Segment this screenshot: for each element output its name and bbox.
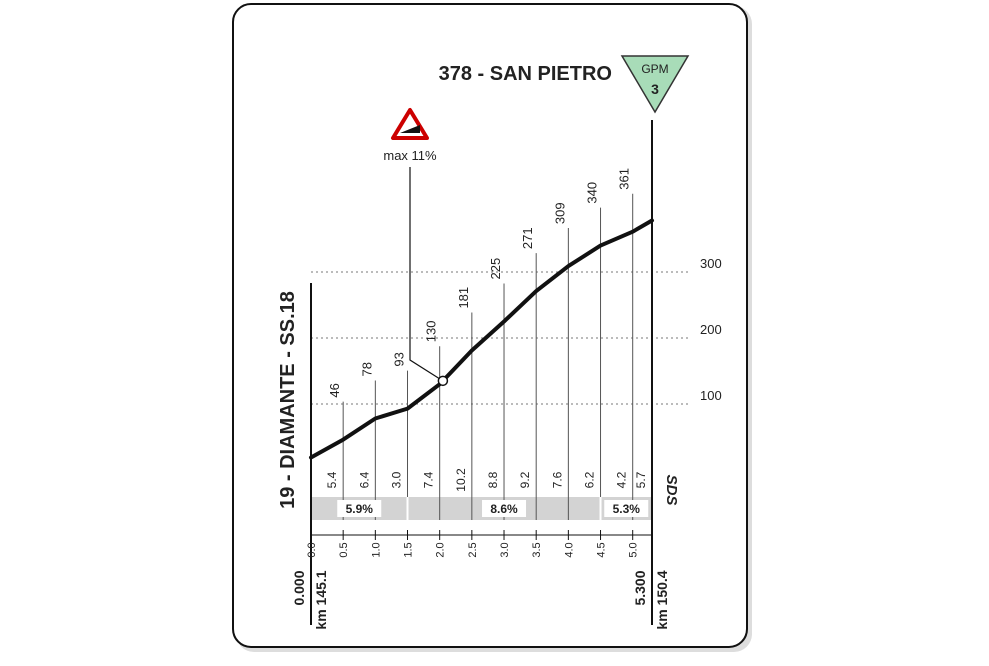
- altitude-label: 130: [424, 320, 439, 342]
- altitude-label: 271: [520, 227, 535, 249]
- max-icon-slope: [400, 125, 420, 133]
- segment-gradient: 7.4: [422, 471, 436, 488]
- x-tick-label: 1.0: [370, 542, 382, 557]
- segment-gradient: 5.7: [634, 471, 648, 488]
- x-tick-label: 0.0: [306, 542, 318, 557]
- segment-gradient: 7.6: [550, 471, 564, 488]
- y-tick-label: 200: [700, 322, 722, 337]
- start-label: 19 - DIAMANTE - SS.18: [277, 291, 299, 509]
- x-tick-label: 2.0: [435, 542, 447, 557]
- altitude-label: 46: [327, 383, 342, 397]
- x-tick-label: 1.5: [403, 542, 415, 557]
- segment-gradient: 10.2: [454, 468, 468, 492]
- altitude-label: 361: [617, 168, 632, 190]
- segment-gradient: 4.2: [615, 471, 629, 488]
- end-label: 378 - SAN PIETRO: [439, 63, 612, 85]
- average-box: [337, 500, 382, 517]
- average-box: [604, 500, 649, 517]
- y-tick-label: 300: [700, 256, 722, 271]
- x-tick-label: 3.5: [531, 542, 543, 557]
- altitude-label: 225: [488, 258, 503, 280]
- x-tick-label: 2.5: [467, 542, 479, 557]
- segment-gradient: 6.4: [357, 471, 371, 488]
- max-pointer: [409, 167, 444, 382]
- km-label: 0.000: [291, 570, 307, 605]
- altitude-label: 340: [585, 182, 600, 204]
- gradient-band: [311, 497, 652, 520]
- altitude-label: 93: [392, 352, 407, 366]
- altitude-label: 181: [456, 287, 471, 309]
- km-label: km 150.4: [654, 570, 670, 629]
- x-tick-label: 3.0: [499, 542, 511, 557]
- logo: SDS: [663, 475, 680, 506]
- segment-gradient: 6.2: [583, 471, 597, 488]
- x-tick-label: 4.0: [563, 542, 575, 557]
- segment-gradient: 3.0: [390, 471, 404, 488]
- max-label: max 11%: [383, 148, 437, 163]
- x-tick-label: 0.5: [338, 542, 350, 557]
- segment-gradient: 5.4: [325, 471, 339, 488]
- altitude-label: 78: [359, 362, 374, 376]
- segment-gradient: 9.2: [518, 471, 532, 488]
- y-tick-label: 100: [700, 388, 722, 403]
- x-tick-label: 4.5: [596, 542, 608, 557]
- profile-line: [309, 218, 654, 460]
- km-label: km 145.1: [313, 570, 329, 629]
- average-box: [482, 500, 527, 517]
- gpm-icon: [620, 55, 690, 114]
- card: [232, 3, 748, 648]
- average-gradient: 5.9%: [346, 502, 374, 516]
- km-label: 5.300: [632, 570, 648, 605]
- average-gradient: 5.3%: [613, 502, 641, 516]
- gpm-category: 3: [651, 81, 659, 97]
- segment-gradient: 8.8: [486, 471, 500, 488]
- gpm-label: GPM: [641, 62, 668, 76]
- max-marker: [437, 375, 449, 387]
- average-gradient: 8.6%: [490, 502, 518, 516]
- altitude-label: 309: [552, 202, 567, 224]
- x-tick-label: 5.0: [628, 542, 640, 557]
